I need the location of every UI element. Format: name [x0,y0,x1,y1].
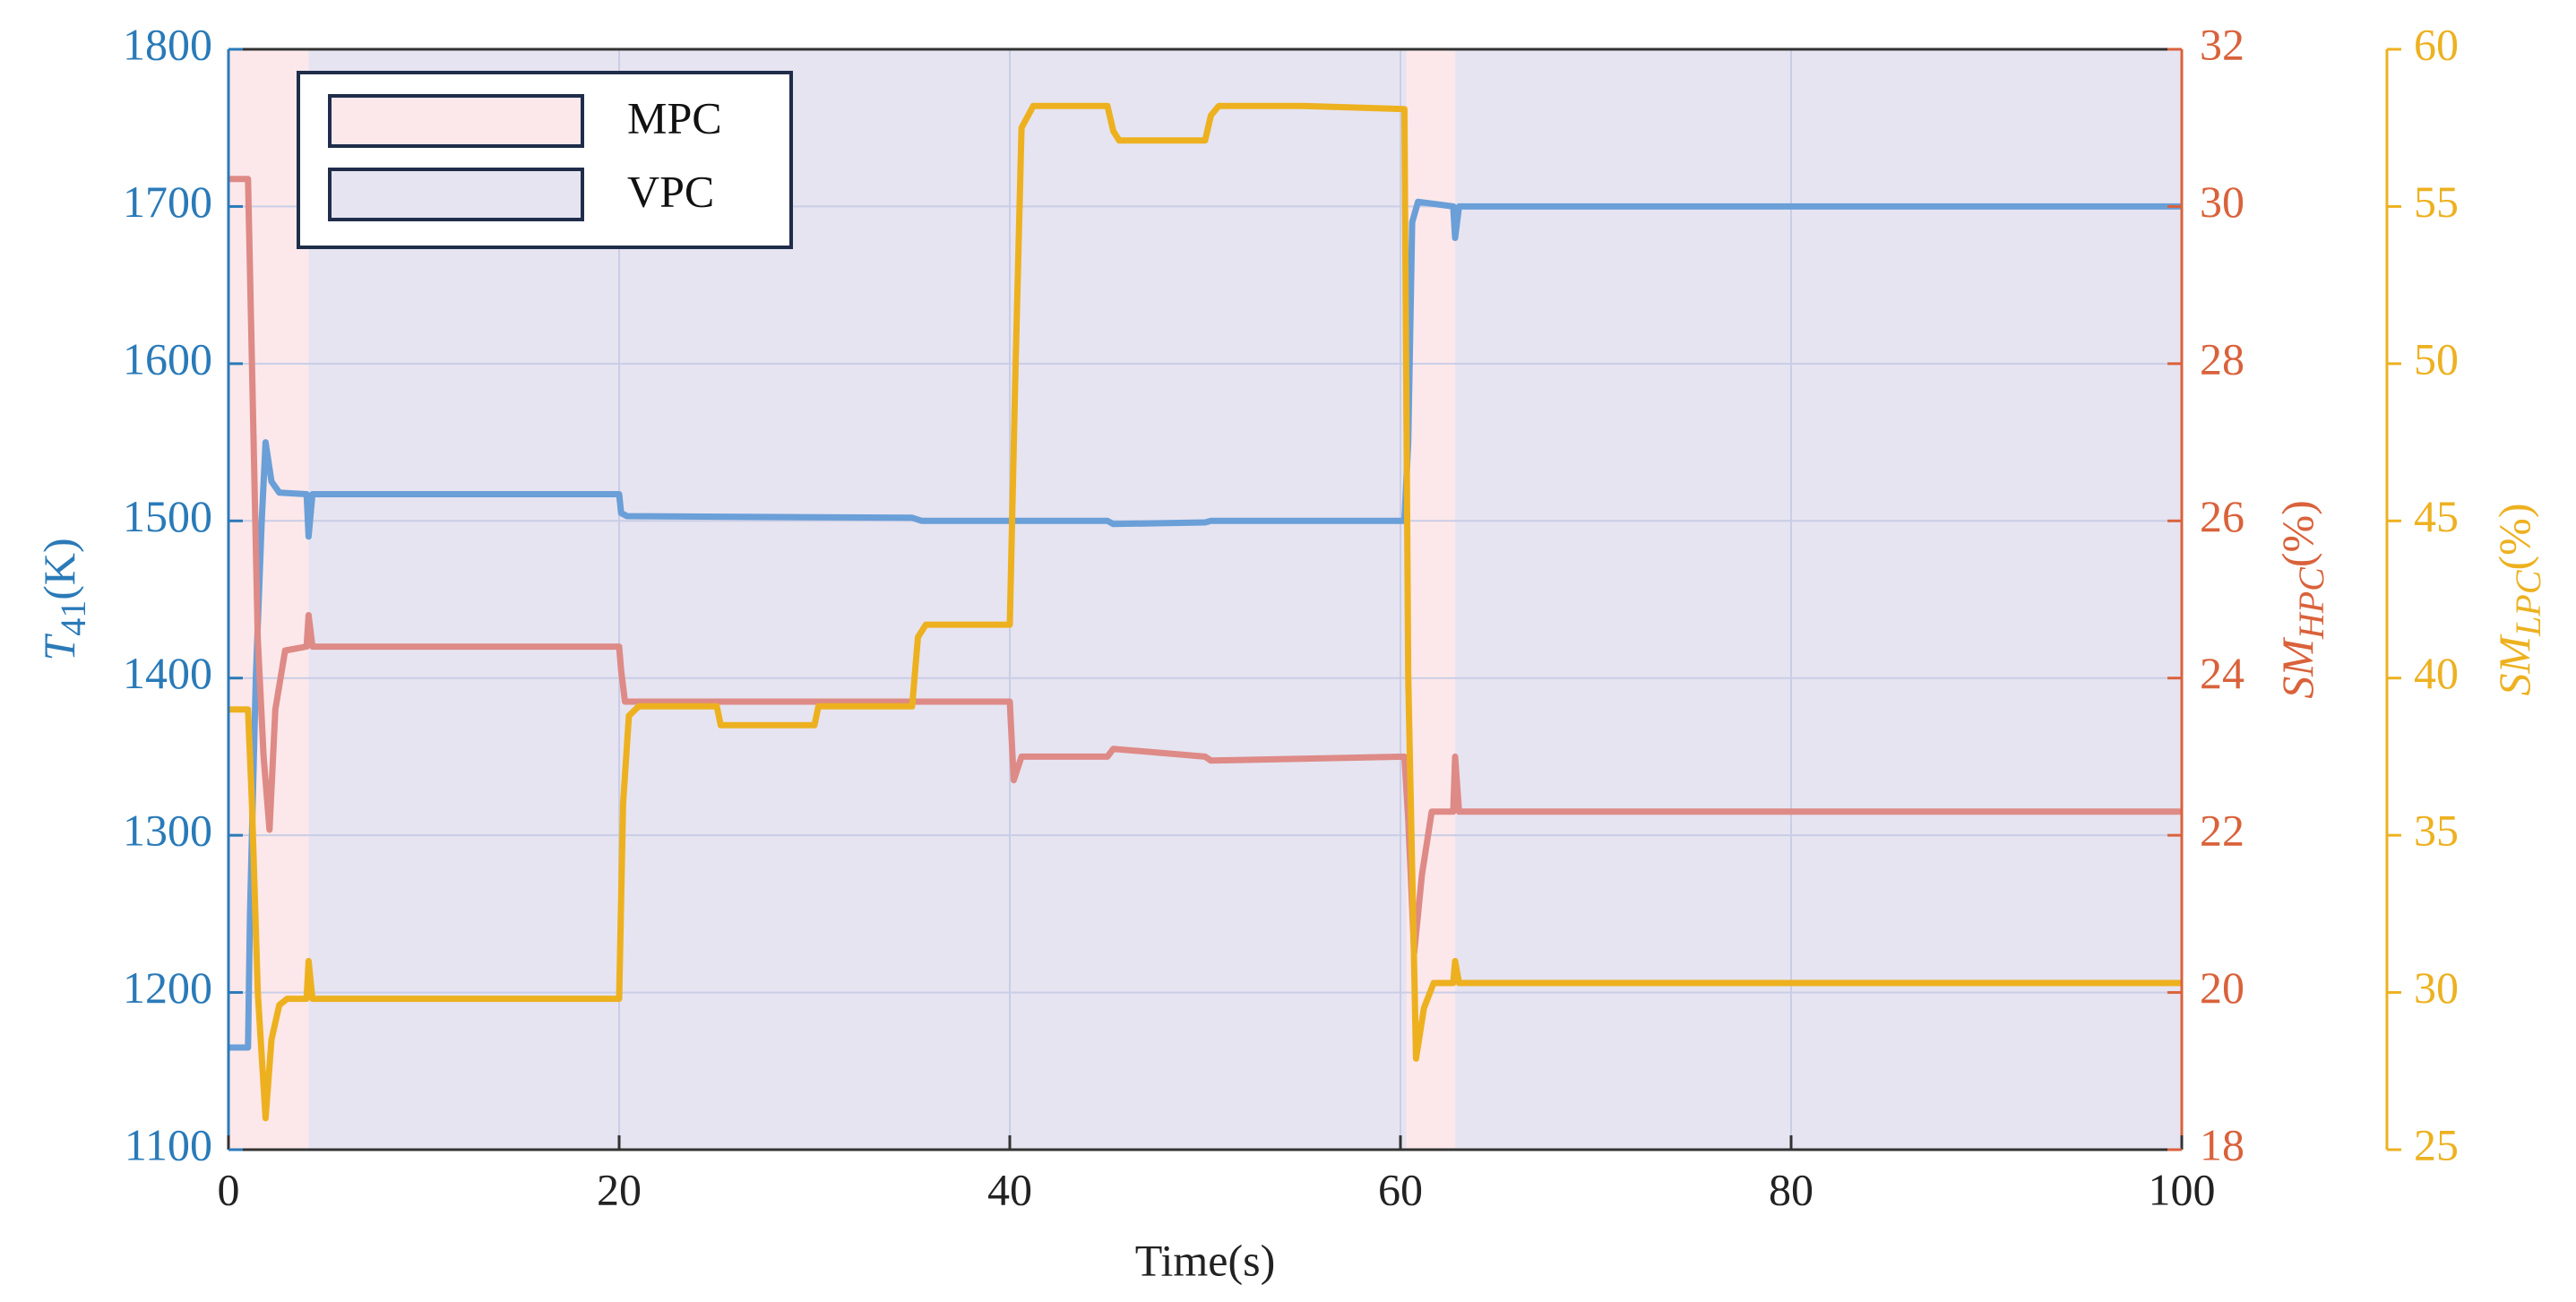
y2-tick-label: 30 [2200,177,2244,227]
y2-axis-label: SMHPC(%) [2272,500,2331,699]
y-tick-label: 1800 [123,19,212,69]
axes: 0 20 40 60 80 100 1100 1200 1300 1400 1500 1600 1700… [123,19,2459,1214]
y3-tick-label: 45 [2414,491,2459,541]
y-axis-label: T41(K) [34,538,93,660]
y2-label-unit: (%) [2272,500,2322,567]
y3-tick-label: 55 [2414,177,2459,227]
y2-tick-label: 22 [2200,806,2244,856]
legend-swatch [328,94,584,148]
x-tick-label: 20 [597,1164,642,1214]
y3-tick-label: 50 [2414,333,2459,384]
y-tick-label: 1300 [123,806,212,856]
y-tick-label: 1500 [123,491,212,541]
y-tick-label: 1600 [123,333,212,384]
y3-label-subscript: LPC [2508,569,2548,637]
legend-label: VPC [627,166,714,216]
y2-tick-label: 26 [2200,491,2244,541]
y2-label-symbol: SM [2272,637,2322,699]
y2-tick-label: 32 [2200,19,2244,69]
legend: MPC VPC [297,71,793,249]
y-label-unit: (K) [34,538,84,599]
y2-tick-label: 24 [2200,648,2244,698]
y3-tick-label: 60 [2414,19,2459,69]
region [1455,49,2182,1150]
lines [228,102,2182,1122]
series-line [228,198,2182,1051]
x-axis-label: Time(s) [1135,1235,1276,1285]
legend-label: MPC [627,92,722,142]
y2-tick-label: 20 [2200,962,2244,1013]
y3-tick-label: 40 [2414,648,2459,698]
region [228,49,309,1150]
y-tick-label: 1400 [123,648,212,698]
y2-tick-label: 18 [2200,1119,2244,1169]
y3-axis-label: SMLPC(%) [2489,504,2548,696]
y2-tick-label: 28 [2200,333,2244,384]
y3-tick-label: 25 [2414,1119,2459,1169]
x-tick-label: 100 [2149,1164,2216,1214]
x-tick-label: 80 [1769,1164,1814,1214]
y-tick-label: 1200 [123,962,212,1013]
y3-tick-label: 35 [2414,806,2459,856]
y-label-subscript: 41 [53,600,93,636]
x-tick-label: 0 [218,1164,240,1214]
x-tick-label: 60 [1378,1164,1423,1214]
series-line [228,176,2182,957]
y3-label-symbol: SM [2489,634,2539,695]
y-tick-label: 1100 [125,1119,212,1169]
series-line [228,102,2182,1122]
y2-label-subscript: HPC [2291,566,2331,640]
x-tick-label: 40 [987,1164,1032,1214]
y3-tick-label: 30 [2414,962,2459,1013]
y-label-symbol: T [34,634,84,661]
legend-swatch [328,168,584,221]
y-tick-label: 1700 [123,177,212,227]
y3-label-unit: (%) [2489,504,2539,571]
